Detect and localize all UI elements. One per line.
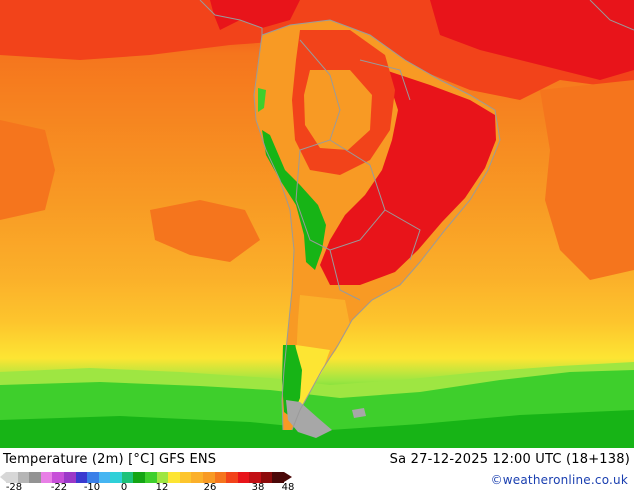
colorbar-segment	[121, 472, 134, 483]
colorbar-segment	[191, 472, 204, 483]
colorbar-segment	[260, 472, 273, 483]
colorbar-segment	[214, 472, 227, 483]
colorbar-tick-label: -10	[83, 482, 101, 493]
atlantic-orange-right	[540, 80, 634, 280]
colorbar-segment	[40, 472, 53, 483]
colorbar-tick-label: 38	[251, 482, 265, 493]
colorbar-segment	[179, 472, 192, 483]
map-canvas	[0, 0, 634, 448]
pacific-warm-center	[150, 200, 260, 262]
map-footer: Temperature (2m) [°C] GFS ENS Sa 27-12-2…	[0, 448, 634, 493]
colorbar-segment	[63, 472, 76, 483]
colorbar-segment	[202, 472, 215, 483]
colorbar-segment	[168, 472, 181, 483]
coastline-borders	[199, 0, 634, 431]
andes-north-ridge	[258, 88, 266, 112]
colorbar-segment	[6, 472, 19, 483]
andes-green-ridge	[262, 130, 326, 270]
colorbar-tick-label: 0	[120, 482, 128, 493]
colorbar-segment	[52, 472, 65, 483]
colorbar-segment	[145, 472, 158, 483]
colorbar-left-arrow	[0, 472, 6, 482]
temperature-colorbar	[0, 472, 294, 483]
colorbar-segment	[29, 472, 42, 483]
colorbar-segment	[133, 472, 146, 483]
colorbar-segment	[237, 472, 250, 483]
colorbar-segment	[98, 472, 111, 483]
pacific-warm-patch	[0, 120, 55, 220]
amazon-mild	[304, 70, 372, 150]
valid-time: Sa 27-12-2025 12:00 UTC (18+138)	[389, 452, 630, 467]
colorbar-tick-label: -28	[5, 482, 23, 493]
credit-link[interactable]: ©weatheronline.co.uk	[490, 473, 628, 487]
map-title: Temperature (2m) [°C] GFS ENS	[3, 452, 217, 467]
brazil-hot-interior	[320, 70, 496, 285]
caribbean-hot	[210, 0, 300, 30]
colorbar-segment	[226, 472, 239, 483]
colorbar-tick-label: 12	[155, 482, 169, 493]
temperature-map	[0, 0, 634, 448]
colorbar-segment	[249, 472, 262, 483]
colorbar-segment	[75, 472, 88, 483]
colorbar-segment	[156, 472, 169, 483]
colorbar-tick-label: 26	[203, 482, 217, 493]
tierra-del-fuego	[286, 400, 332, 438]
colorbar-right-arrow	[284, 472, 292, 482]
southern-andes	[282, 345, 302, 418]
islands-grey	[352, 408, 366, 418]
colorbar-segment	[110, 472, 123, 483]
colorbar-segment	[87, 472, 100, 483]
colorbar-tick-label: 48	[281, 482, 295, 493]
colorbar-segment	[272, 472, 285, 483]
patagonia-yellow	[292, 345, 330, 410]
colorbar-tick-label: -22	[50, 482, 68, 493]
atlantic-hot	[430, 0, 634, 80]
colorbar-segment	[17, 472, 30, 483]
